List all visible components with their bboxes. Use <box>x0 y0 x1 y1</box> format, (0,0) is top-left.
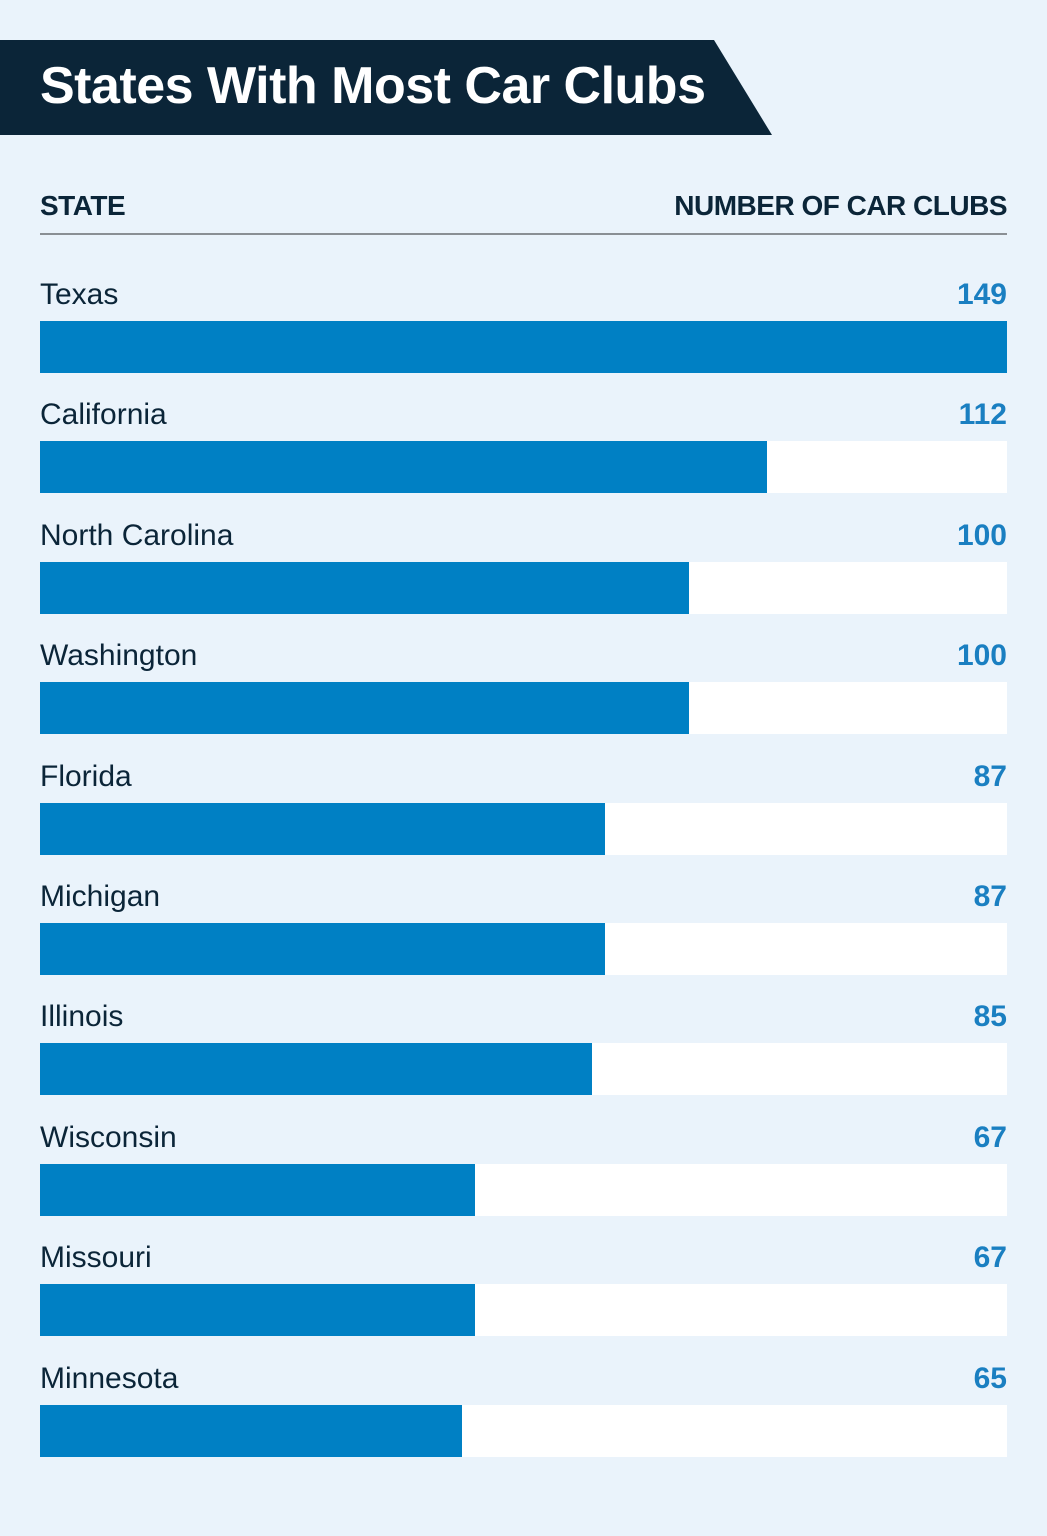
value-label: 65 <box>973 1361 1007 1395</box>
bar-track <box>40 1284 1007 1337</box>
bar-row: Illinois 85 <box>40 992 1007 1112</box>
bar <box>40 321 1007 373</box>
chart-title: States With Most Car Clubs <box>40 57 706 115</box>
bar <box>40 441 767 494</box>
bar <box>40 1163 475 1216</box>
bar-track <box>40 321 1007 373</box>
bar-row: North Carolina 100 <box>40 511 1007 631</box>
value-label: 87 <box>973 879 1007 913</box>
bar-row: Florida 87 <box>40 752 1007 872</box>
value-label: 112 <box>958 398 1007 432</box>
state-label: Illinois <box>40 1000 124 1034</box>
bar-list: Texas 149 California 112 North Carolina … <box>40 270 1007 1474</box>
value-label: 149 <box>956 278 1007 311</box>
bar-track <box>40 802 1007 855</box>
bar-row: Minnesota 65 <box>40 1354 1007 1474</box>
bar-track <box>40 1043 1007 1096</box>
value-label: 87 <box>973 759 1007 793</box>
state-label: Washington <box>40 639 198 673</box>
value-label: 100 <box>956 518 1007 552</box>
bar-row: Michigan 87 <box>40 872 1007 992</box>
count-column-header: NUMBER OF CAR CLUBS <box>674 190 1007 221</box>
state-label: Texas <box>40 278 119 311</box>
state-label: Wisconsin <box>40 1120 177 1154</box>
state-label: California <box>40 398 167 432</box>
bar <box>40 922 605 975</box>
bar-row: Texas 149 <box>40 270 1007 390</box>
bar-row: Washington 100 <box>40 631 1007 751</box>
title-banner <box>0 40 772 135</box>
value-label: 67 <box>973 1120 1007 1154</box>
state-label: North Carolina <box>40 518 234 552</box>
bar-row: California 112 <box>40 390 1007 510</box>
bar-track <box>40 561 1007 614</box>
bar-row: Wisconsin 67 <box>40 1113 1007 1233</box>
state-label: Missouri <box>40 1241 152 1275</box>
bar-track <box>40 1163 1007 1216</box>
state-label: Michigan <box>40 879 161 913</box>
state-label: Minnesota <box>40 1361 179 1395</box>
bar-track <box>40 922 1007 975</box>
bar <box>40 1284 475 1337</box>
value-label: 67 <box>973 1241 1007 1275</box>
state-label: Florida <box>40 759 132 793</box>
bar <box>40 1404 462 1457</box>
bar <box>40 682 689 735</box>
bar <box>40 561 689 614</box>
bar-row: Missouri 67 <box>40 1233 1007 1353</box>
value-label: 85 <box>973 1000 1007 1034</box>
bar-track <box>40 441 1007 494</box>
bar-track <box>40 682 1007 735</box>
bar-track <box>40 1404 1007 1457</box>
header-divider <box>40 233 1007 235</box>
bar <box>40 1043 592 1096</box>
value-label: 100 <box>956 639 1007 673</box>
state-column-header: STATE <box>40 190 126 221</box>
bar <box>40 802 605 855</box>
